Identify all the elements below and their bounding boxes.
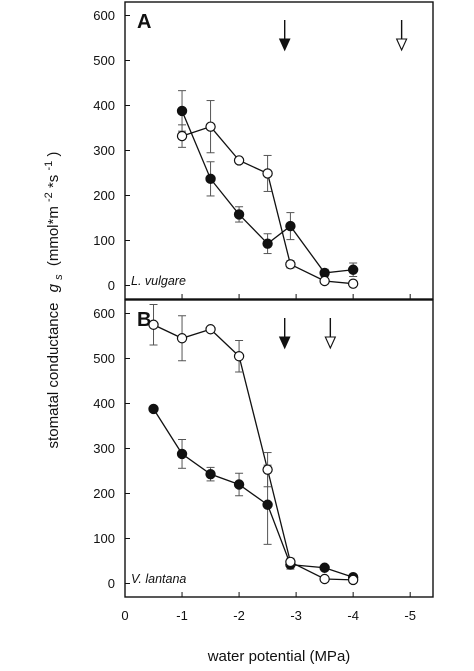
- data-point-filled: [148, 403, 159, 415]
- data-point-open: [233, 155, 245, 166]
- data-point-open: [262, 464, 273, 475]
- y-tick-label: 600: [93, 306, 115, 321]
- data-point-filled: [262, 499, 273, 510]
- series-line: [152, 408, 354, 578]
- series-filled: [176, 90, 359, 279]
- y-tick-label: 200: [93, 486, 115, 501]
- y-tick-label: 100: [93, 233, 115, 248]
- data-point-open: [205, 324, 216, 335]
- y-axis-title-prefix: stomatal conductance: [45, 303, 62, 449]
- series-filled: [148, 403, 359, 583]
- series-open: [148, 304, 359, 586]
- data-point-filled: [262, 238, 273, 249]
- y-axis-symbol: g: [45, 283, 62, 292]
- data-point-open: [347, 574, 359, 586]
- data-point-filled: [233, 209, 245, 220]
- species-label-b: V. lantana: [131, 572, 186, 586]
- data-point-open: [233, 351, 245, 362]
- y-axis-subscript: s: [53, 274, 65, 280]
- data-point-open: [205, 121, 216, 132]
- data-point-filled: [205, 468, 216, 480]
- x-axis-title: water potential (MPa): [207, 648, 351, 665]
- data-point-filled: [347, 264, 359, 275]
- data-point-open: [319, 573, 330, 585]
- data-point-open: [285, 259, 296, 270]
- y-axis-exponent-1: -2: [43, 192, 55, 202]
- y-tick-label: 100: [93, 531, 115, 546]
- data-point-filled: [285, 220, 296, 232]
- panel-label-b: B: [137, 309, 151, 331]
- panel-label-a: A: [137, 11, 151, 33]
- y-tick-label: 500: [93, 53, 115, 68]
- x-tick-label: 0: [121, 608, 128, 623]
- y-tick-label: 0: [108, 278, 115, 293]
- data-point-filled: [176, 448, 188, 460]
- species-label-a: L. vulgare: [131, 274, 186, 288]
- data-point-filled: [176, 105, 188, 117]
- panel-a: 0 100 200 300 400 500 600 A L. vulgare: [93, 1, 434, 300]
- arrow-head-filled: [278, 336, 291, 350]
- series-line: [181, 125, 354, 285]
- panel-b: 0 100 200 300 400 500 600 0 -1 -2 -3 -4 -5 B V. lantan…: [93, 299, 434, 623]
- arrow-head-open: [395, 38, 408, 52]
- y-tick-label: 300: [93, 441, 115, 456]
- y-axis-units: (mmol*m: [45, 206, 62, 266]
- x-tick-label: -2: [233, 608, 245, 623]
- data-point-filled: [233, 479, 245, 490]
- y-tick-label: 300: [93, 143, 115, 158]
- y-axis-title: stomatal conductance g s (mmol*m -2 *s -…: [39, 152, 66, 449]
- plot-frame: [124, 299, 434, 598]
- x-tick-label: -5: [404, 608, 416, 623]
- x-tick-label: -4: [347, 608, 359, 623]
- y-tick-label: 500: [93, 351, 115, 366]
- y-tick-label: 600: [93, 8, 115, 23]
- data-point-open: [319, 275, 330, 287]
- data-point-open: [285, 556, 296, 568]
- x-tick-label: -3: [290, 608, 302, 623]
- data-point-open: [176, 130, 188, 142]
- y-tick-label: 400: [93, 98, 115, 113]
- data-point-open: [176, 333, 188, 344]
- data-point-open: [347, 278, 359, 289]
- y-tick-label: 0: [108, 576, 115, 591]
- y-tick-label: 200: [93, 188, 115, 203]
- data-point-filled: [319, 562, 330, 573]
- y-axis-units-close: ): [45, 152, 62, 157]
- series-open: [176, 100, 359, 289]
- y-axis-exponent-2: -1: [43, 161, 55, 171]
- plot-frame: [124, 1, 434, 300]
- y-axis-units-mid: *s: [45, 175, 62, 188]
- y-tick-label: 400: [93, 396, 115, 411]
- data-point-open: [262, 168, 273, 179]
- data-point-filled: [205, 173, 216, 185]
- arrow-head-open: [324, 336, 337, 350]
- arrow-head-filled: [278, 38, 291, 52]
- data-point-open: [148, 319, 159, 330]
- svg-text:stomatal conductance g: stomatal conductance g s (mmol*m -2 *s -…: [39, 152, 66, 449]
- x-tick-label: -1: [176, 608, 188, 623]
